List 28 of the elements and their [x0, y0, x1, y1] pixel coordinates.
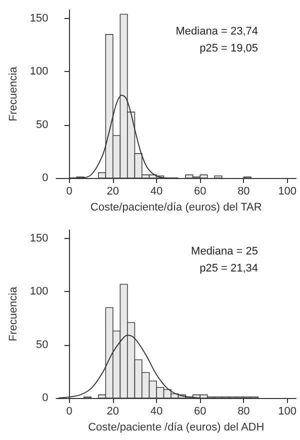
y-tick-label: 100	[30, 286, 48, 298]
x-tick-label: 0	[66, 186, 72, 198]
x-tick-label: 20	[106, 186, 120, 198]
y-tick-label: 0	[42, 392, 48, 404]
x-tick-label: 60	[194, 406, 206, 418]
annotation: p25 = 19,05	[200, 42, 258, 54]
y-tick-label: 100	[30, 66, 48, 78]
annotation: Mediana = 23,74	[176, 26, 258, 38]
y-tick-label: 150	[30, 12, 48, 25]
y-tick-label: 0	[42, 172, 48, 184]
y-tick-label: 50	[36, 118, 48, 131]
y-tick-label: 150	[30, 232, 48, 245]
y-axis-title: Frecuencia	[8, 286, 20, 342]
x-tick-label: 0	[66, 406, 72, 418]
x-axis-title: Coste/paciente/día (euros) del TAR	[90, 202, 262, 214]
x-axis-title: Coste/paciente /día (euros) del ADH	[88, 422, 264, 434]
y-tick-label: 50	[36, 338, 48, 351]
x-tick-label: 40	[150, 406, 163, 418]
x-tick-label: 100	[278, 186, 296, 198]
x-tick-label: 80	[238, 186, 250, 198]
x-tick-label: 40	[150, 186, 163, 198]
y-axis-title: Frecuencia	[8, 66, 20, 122]
x-tick-label: 100	[278, 406, 296, 418]
annotation: Mediana = 25	[191, 246, 258, 258]
x-tick-label: 80	[238, 406, 250, 418]
x-tick-label: 60	[194, 186, 206, 198]
x-tick-label: 20	[106, 406, 120, 418]
annotation: p25 = 21,34	[200, 262, 258, 274]
